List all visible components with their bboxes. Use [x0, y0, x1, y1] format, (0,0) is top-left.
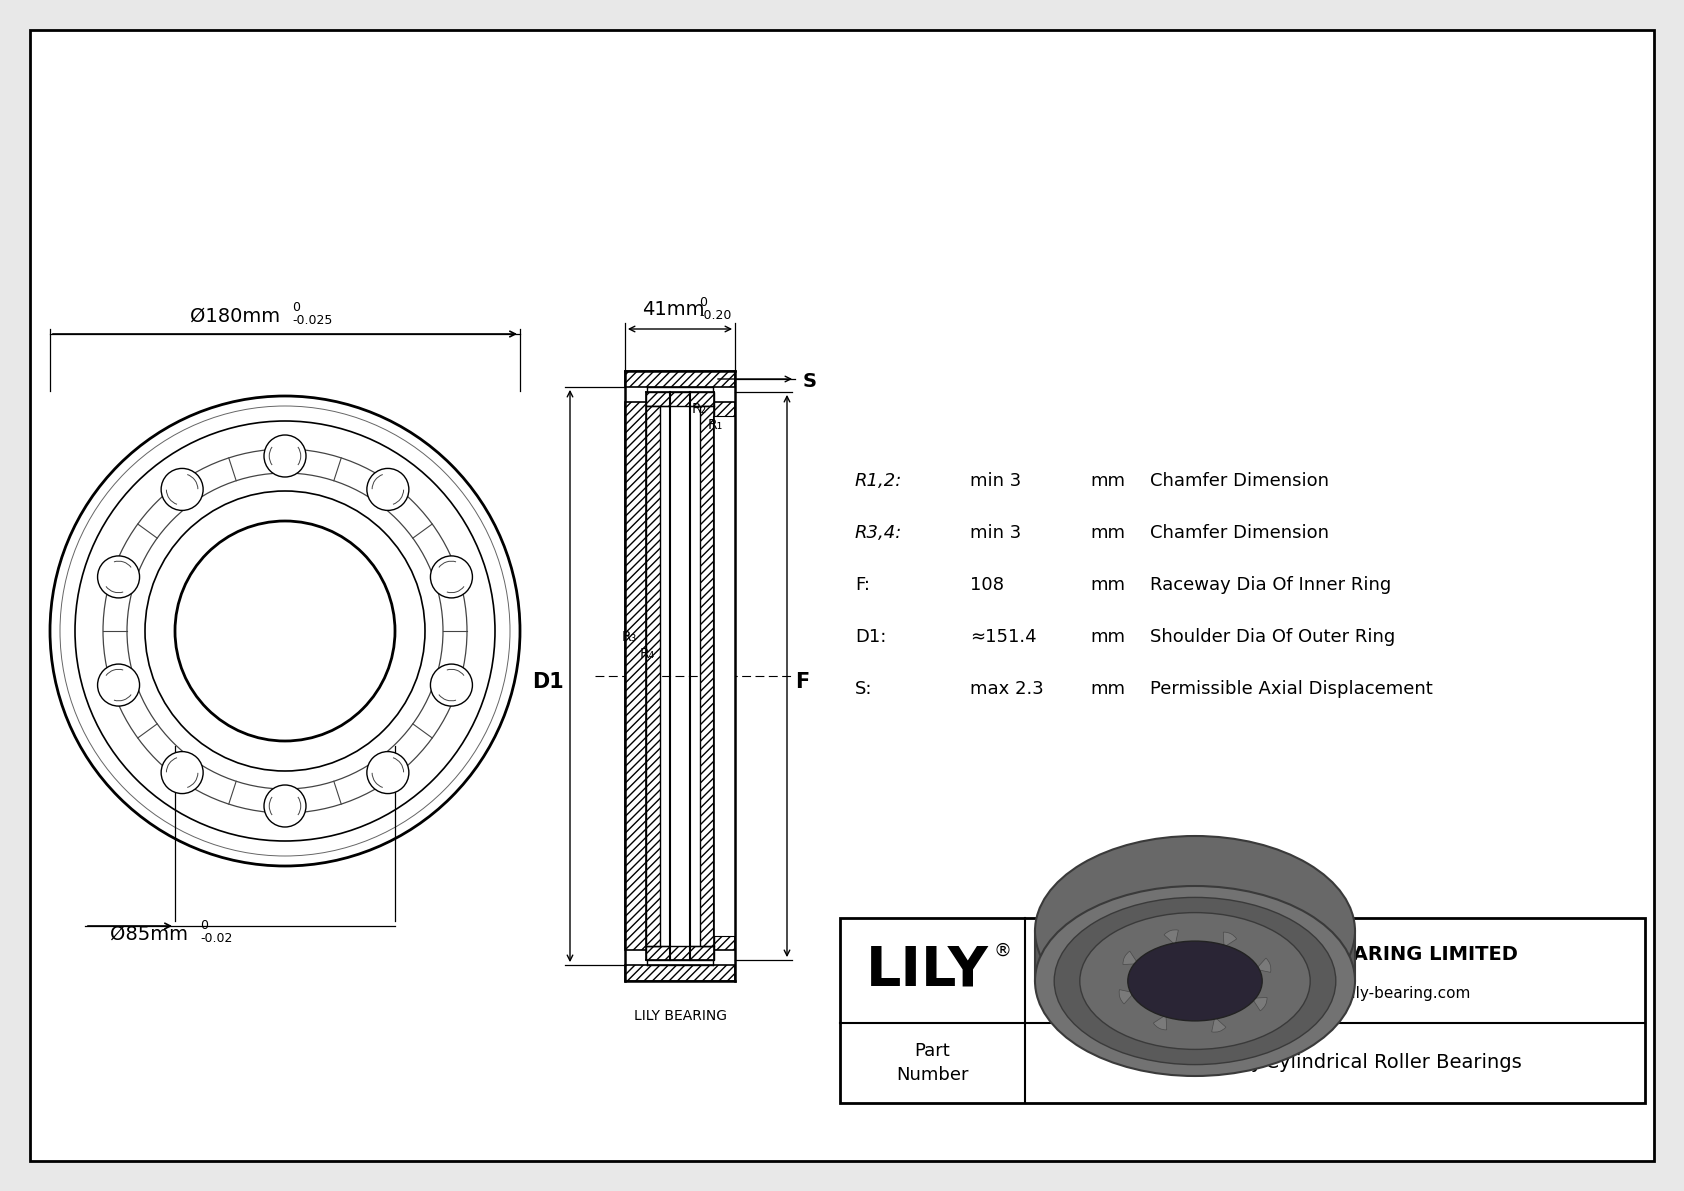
- Ellipse shape: [1128, 891, 1263, 971]
- Text: mm: mm: [1090, 472, 1125, 490]
- Circle shape: [264, 435, 306, 478]
- Text: mm: mm: [1090, 680, 1125, 698]
- Ellipse shape: [1128, 941, 1263, 1021]
- Text: -0.02: -0.02: [200, 933, 232, 944]
- Text: ≈151.4: ≈151.4: [970, 628, 1037, 646]
- Ellipse shape: [1079, 912, 1310, 1049]
- Text: R₁: R₁: [707, 418, 722, 432]
- Wedge shape: [1223, 933, 1236, 947]
- Ellipse shape: [1054, 897, 1335, 1065]
- Text: SHANGHAI LILY BEARING LIMITED: SHANGHAI LILY BEARING LIMITED: [1152, 946, 1517, 965]
- Text: Ø85mm: Ø85mm: [109, 925, 189, 944]
- Text: Chamfer Dimension: Chamfer Dimension: [1150, 472, 1329, 490]
- Text: min 3: min 3: [970, 524, 1021, 542]
- Wedge shape: [1164, 930, 1179, 944]
- Wedge shape: [1251, 998, 1266, 1011]
- Circle shape: [431, 556, 473, 598]
- Text: Part
Number: Part Number: [896, 1041, 968, 1085]
- Text: R₂: R₂: [692, 403, 707, 416]
- Text: R₄: R₄: [640, 647, 655, 661]
- Circle shape: [162, 468, 204, 511]
- Ellipse shape: [1036, 836, 1356, 1025]
- Circle shape: [431, 665, 473, 706]
- Text: min 3: min 3: [970, 472, 1021, 490]
- Circle shape: [162, 752, 204, 793]
- Bar: [712, 416, 734, 936]
- Text: F: F: [795, 672, 810, 692]
- Text: R3,4:: R3,4:: [855, 524, 903, 542]
- Text: Email: lilybearing@lily-bearing.com: Email: lilybearing@lily-bearing.com: [1199, 986, 1470, 1002]
- Bar: [625, 965, 734, 981]
- Circle shape: [98, 665, 140, 706]
- Bar: [701, 406, 714, 946]
- Bar: [625, 372, 734, 387]
- Text: Ø180mm: Ø180mm: [190, 307, 280, 326]
- Polygon shape: [1128, 931, 1263, 981]
- Text: NU 317 ECJ Cylindrical Roller Bearings: NU 317 ECJ Cylindrical Roller Bearings: [1148, 1054, 1521, 1073]
- Circle shape: [264, 785, 306, 827]
- Polygon shape: [1036, 931, 1356, 981]
- Text: D1: D1: [532, 672, 564, 692]
- Bar: [712, 403, 734, 950]
- Wedge shape: [1212, 1017, 1226, 1033]
- Text: -0.20: -0.20: [699, 308, 731, 322]
- Circle shape: [367, 468, 409, 511]
- Bar: [840, 918, 1645, 1103]
- Text: Permissible Axial Displacement: Permissible Axial Displacement: [1150, 680, 1433, 698]
- Text: mm: mm: [1090, 576, 1125, 594]
- Bar: [647, 392, 714, 406]
- Text: 108: 108: [970, 576, 1004, 594]
- Bar: [647, 946, 714, 960]
- Circle shape: [367, 752, 409, 793]
- Text: Chamfer Dimension: Chamfer Dimension: [1150, 524, 1329, 542]
- Text: R₃: R₃: [621, 630, 637, 644]
- Bar: [647, 406, 660, 946]
- Text: 0: 0: [291, 301, 300, 314]
- Text: max 2.3: max 2.3: [970, 680, 1044, 698]
- Text: 41mm: 41mm: [642, 300, 704, 319]
- Bar: [625, 403, 647, 950]
- Text: Raceway Dia Of Inner Ring: Raceway Dia Of Inner Ring: [1150, 576, 1391, 594]
- Text: 0: 0: [699, 297, 707, 308]
- Wedge shape: [1123, 952, 1138, 965]
- Wedge shape: [1154, 1015, 1167, 1030]
- Text: LILY BEARING: LILY BEARING: [633, 1009, 726, 1023]
- Text: R1,2:: R1,2:: [855, 472, 903, 490]
- Text: S:: S:: [855, 680, 872, 698]
- Text: D1:: D1:: [855, 628, 886, 646]
- Text: mm: mm: [1090, 628, 1125, 646]
- Wedge shape: [1120, 990, 1133, 1004]
- Text: -0.025: -0.025: [291, 314, 332, 328]
- Ellipse shape: [1036, 886, 1356, 1075]
- Text: mm: mm: [1090, 524, 1125, 542]
- Text: Shoulder Dia Of Outer Ring: Shoulder Dia Of Outer Ring: [1150, 628, 1396, 646]
- Text: ®: ®: [994, 942, 1012, 960]
- Text: S: S: [803, 372, 817, 391]
- Circle shape: [98, 556, 140, 598]
- Text: 0: 0: [200, 919, 209, 933]
- Text: LILY: LILY: [866, 943, 989, 998]
- Text: F:: F:: [855, 576, 871, 594]
- Wedge shape: [1256, 958, 1271, 972]
